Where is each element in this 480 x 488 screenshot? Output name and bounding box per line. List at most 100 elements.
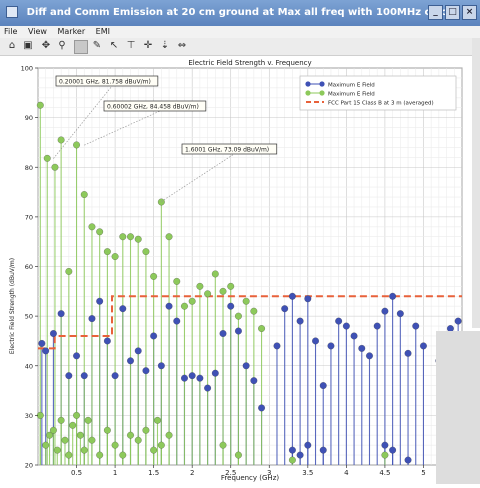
green-point [381, 451, 389, 459]
move-down-icon[interactable]: ⇣ [160, 40, 170, 51]
chart-title: Electric Field Strength v. Frequency [188, 59, 311, 67]
blue-point [80, 372, 88, 380]
annotation-leader [84, 110, 161, 146]
window-controls: _ □ × [428, 5, 477, 20]
blue-point [150, 332, 158, 340]
green-point [43, 154, 51, 162]
blue-point [342, 322, 350, 330]
blue-point [173, 317, 181, 325]
cursor-icon[interactable]: ↖ [109, 40, 119, 51]
blue-point [142, 367, 150, 375]
x-tick-label: 0.5 [71, 469, 82, 477]
blue-point [327, 342, 335, 350]
minimize-button[interactable]: _ [428, 5, 443, 20]
x-tick-label: 3.5 [302, 469, 313, 477]
blue-point [188, 372, 196, 380]
blue-point [288, 446, 296, 454]
crosshair-icon[interactable]: ✛ [143, 40, 153, 51]
green-point [250, 307, 258, 315]
green-point [188, 297, 196, 305]
blue-point [350, 332, 358, 340]
home-icon[interactable]: ⌂ [8, 40, 16, 51]
menu-marker[interactable]: Marker [57, 27, 86, 36]
y-tick-label: 30 [25, 412, 33, 420]
green-point [65, 268, 73, 275]
y-axis-label: Electric Field Strength (dBuV/m) [9, 258, 16, 354]
close-button[interactable]: × [462, 5, 477, 20]
plot-area: Electric Field Strength v. Frequency Fre… [0, 56, 480, 484]
legend-label: Maximum E Field [328, 91, 375, 97]
green-point [46, 431, 53, 439]
zoom-icon[interactable]: ⚲ [58, 40, 66, 51]
blue-point [296, 317, 304, 325]
green-point [76, 431, 84, 439]
legend-swatch-marker [319, 90, 325, 96]
blue-point [366, 352, 373, 360]
green-point [127, 233, 134, 241]
green-point [134, 436, 142, 444]
toolbar: ⌂ ▣ ✥ ⚲ ✎ ↖ ⊤ ✛ ⇣ ⇔ [0, 38, 480, 56]
blue-point [73, 352, 80, 360]
y-tick-label: 40 [25, 362, 33, 370]
legend: Maximum E Field Maximum E Field FCC Part 1… [299, 75, 457, 111]
x-tick-label: 1.5 [148, 469, 159, 477]
ticks: 0.5 1 1.5 2 2.5 3 3.5 4 4.5 5 20 30 40 50 60 70 80 90 100 [21, 65, 426, 478]
annotation-box [55, 75, 159, 87]
menu-file[interactable]: File [4, 27, 18, 36]
maximize-button[interactable]: □ [445, 5, 460, 20]
app-icon [6, 6, 18, 18]
green-point [36, 101, 44, 109]
legend-box [299, 75, 457, 111]
pan-icon[interactable]: ✥ [41, 40, 51, 51]
blue-point [273, 342, 281, 350]
green-point [165, 431, 173, 439]
blue-point [258, 404, 265, 412]
grid [37, 67, 463, 466]
blue-point [250, 377, 258, 385]
green-point [211, 270, 219, 278]
green-point [36, 411, 44, 419]
blue-point [235, 327, 242, 335]
annotation-box [103, 100, 207, 112]
green-point [65, 451, 73, 459]
blue-point [454, 317, 462, 325]
x-tick-label: 5 [421, 469, 425, 477]
green-point [51, 163, 59, 171]
menu-emi[interactable]: EMI [95, 27, 110, 36]
blue-point [96, 297, 104, 305]
green-point [103, 426, 111, 434]
blue-point [38, 339, 46, 347]
y-tick-label: 50 [25, 313, 33, 321]
pen-icon[interactable]: ✎ [92, 40, 102, 51]
save-icon[interactable]: ▣ [23, 40, 33, 51]
chart-svg[interactable]: Electric Field Strength v. Frequency Fre… [0, 56, 480, 484]
menu-view[interactable]: View [27, 27, 47, 36]
green-point [57, 136, 65, 144]
x-tick-label: 2 [190, 469, 194, 477]
marker-icon[interactable]: ⊤ [126, 40, 136, 51]
green-point [142, 426, 150, 434]
y-tick-label: 100 [21, 65, 33, 73]
blue-point [242, 362, 250, 370]
green-point [111, 441, 119, 449]
green-point [242, 297, 250, 305]
green-point [53, 446, 61, 454]
x-tick-label: 3 [267, 469, 271, 477]
annotation-box [181, 143, 278, 155]
select-box-icon[interactable] [74, 40, 88, 54]
green-point [173, 277, 181, 285]
blue-point [389, 292, 397, 300]
blue-point [211, 369, 219, 377]
limit-line [38, 295, 462, 350]
green-point [165, 233, 173, 241]
blue-point [42, 347, 50, 355]
blue-point [319, 382, 327, 390]
green-point [258, 325, 265, 332]
blue-point [219, 330, 227, 337]
blue-point [281, 305, 289, 313]
green-point [42, 441, 50, 449]
blue-point [157, 362, 165, 370]
blue-point [119, 305, 127, 313]
measure-icon[interactable]: ⇔ [177, 40, 187, 51]
x-tick-label: 4.5 [379, 469, 390, 477]
